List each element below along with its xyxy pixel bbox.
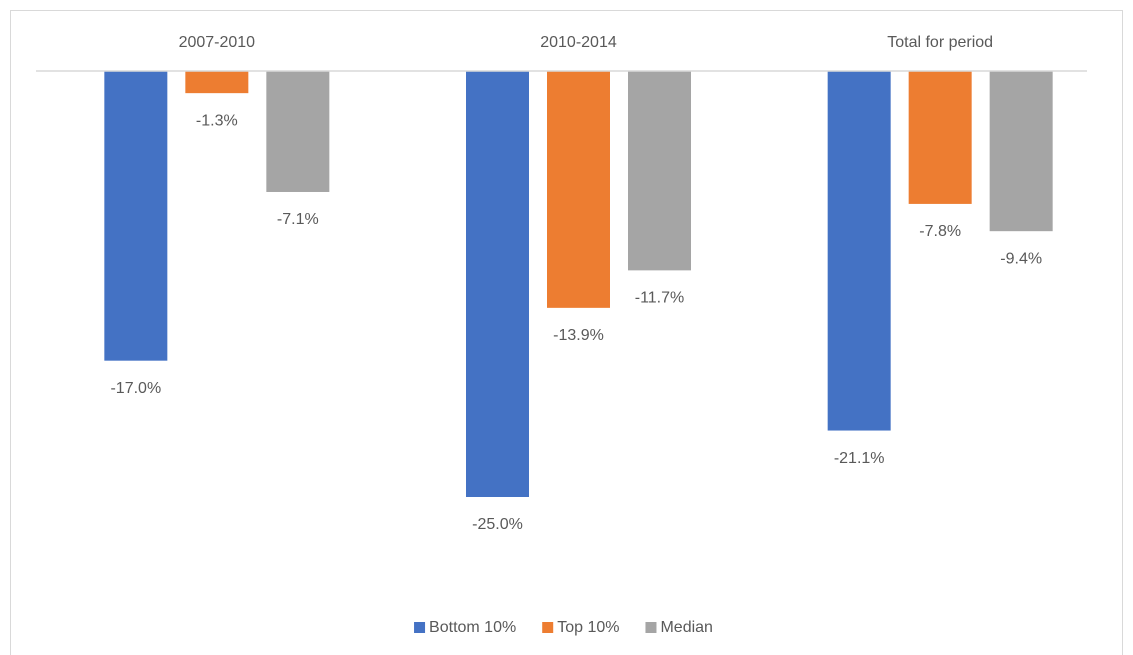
category-label: 2010-2014 xyxy=(540,34,617,51)
legend-swatch xyxy=(645,622,657,633)
bar xyxy=(466,71,529,497)
data-label: -7.1% xyxy=(277,211,319,228)
bar xyxy=(827,71,891,431)
bar xyxy=(989,71,1053,232)
data-label: -13.9% xyxy=(553,327,604,344)
category-label: Total for period xyxy=(887,34,993,51)
category-label: 2007-2010 xyxy=(179,34,256,51)
data-label: -21.1% xyxy=(834,450,885,467)
data-label: -7.8% xyxy=(919,223,961,240)
chart-border xyxy=(10,10,1123,655)
data-label: -25.0% xyxy=(472,516,523,533)
legend-label: Bottom 10% xyxy=(429,619,516,636)
data-label: -1.3% xyxy=(196,112,238,129)
legend-swatch xyxy=(414,622,426,633)
bar xyxy=(104,71,168,361)
legend-label: Top 10% xyxy=(557,619,619,636)
bar xyxy=(547,71,610,308)
data-label: -9.4% xyxy=(1000,250,1042,267)
bar xyxy=(185,71,249,94)
legend-swatch xyxy=(542,622,554,633)
legend-label: Median xyxy=(660,619,712,636)
data-label: -17.0% xyxy=(110,380,161,397)
bar xyxy=(908,71,972,204)
data-label: -11.7% xyxy=(635,290,685,307)
bar xyxy=(628,71,691,271)
bar xyxy=(266,71,330,192)
